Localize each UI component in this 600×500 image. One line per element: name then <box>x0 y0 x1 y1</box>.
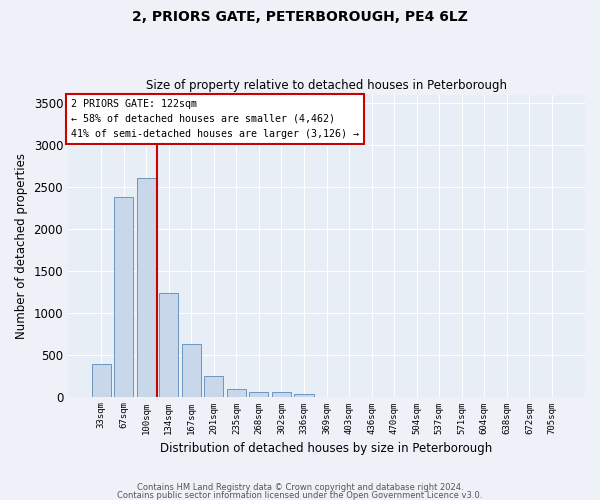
Bar <box>295 394 314 396</box>
Bar <box>272 392 291 396</box>
Bar <box>204 376 223 396</box>
Text: Contains HM Land Registry data © Crown copyright and database right 2024.: Contains HM Land Registry data © Crown c… <box>137 483 463 492</box>
Bar <box>227 388 246 396</box>
Bar <box>137 178 156 396</box>
X-axis label: Distribution of detached houses by size in Peterborough: Distribution of detached houses by size … <box>160 442 493 455</box>
Bar <box>182 344 201 396</box>
Text: 2 PRIORS GATE: 122sqm
← 58% of detached houses are smaller (4,462)
41% of semi-d: 2 PRIORS GATE: 122sqm ← 58% of detached … <box>71 99 359 138</box>
Text: Contains public sector information licensed under the Open Government Licence v3: Contains public sector information licen… <box>118 490 482 500</box>
Bar <box>92 364 110 396</box>
Text: 2, PRIORS GATE, PETERBOROUGH, PE4 6LZ: 2, PRIORS GATE, PETERBOROUGH, PE4 6LZ <box>132 10 468 24</box>
Title: Size of property relative to detached houses in Peterborough: Size of property relative to detached ho… <box>146 79 507 92</box>
Y-axis label: Number of detached properties: Number of detached properties <box>15 152 28 338</box>
Bar <box>114 197 133 396</box>
Bar <box>250 392 268 396</box>
Bar <box>159 294 178 397</box>
